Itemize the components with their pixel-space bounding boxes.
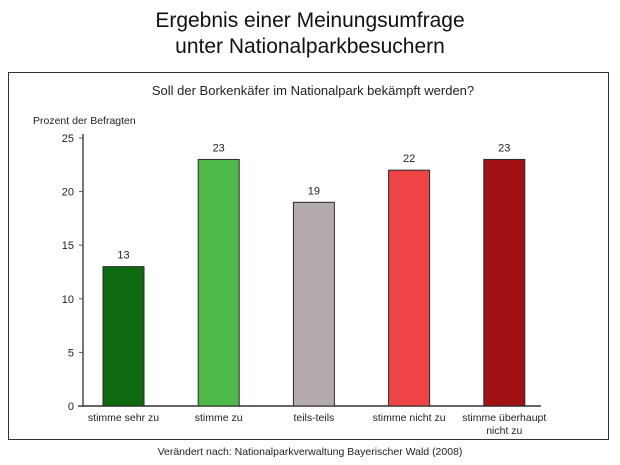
y-tick-label-0: 0 <box>68 401 74 413</box>
bar-value-label-1: 13 <box>117 250 129 262</box>
x-tick-label-2: stimme zu <box>195 412 243 424</box>
x-tick-label-1: stimme sehr zu <box>88 412 159 424</box>
bar-value-label-3: 19 <box>308 185 320 197</box>
x-tick-label-4: stimme nicht zu <box>373 412 446 424</box>
y-tick-label-15: 15 <box>62 240 74 252</box>
bar-value-label-5: 23 <box>498 142 510 154</box>
main-title-line-1: Ergebnis einer Meinungsumfrage <box>155 9 465 32</box>
y-tick-label-20: 20 <box>62 187 74 199</box>
labels: 13 stimme sehr zu 23 stimme zu 19 teils-teils… <box>88 142 546 437</box>
x-tick-label-5-line-1: stimme überhaupt <box>462 412 546 424</box>
main-title-line-2: unter Nationalparkbesuchern <box>175 35 445 58</box>
bars <box>102 158 526 407</box>
x-tick-label-5-line-2: nicht zu <box>486 425 522 437</box>
y-tick-label-25: 25 <box>62 133 74 145</box>
y-tick-label-10: 10 <box>62 294 74 306</box>
y-tick-label-5: 5 <box>68 347 74 359</box>
bar-2 <box>197 158 240 407</box>
bar-value-label-2: 23 <box>213 142 225 154</box>
chart-frame <box>8 72 609 440</box>
y-axis-label: Prozent der Befragten <box>33 115 136 127</box>
chart-title: Soll der Borkenkäfer im Nationalpark bek… <box>152 83 474 98</box>
bar-1 <box>102 266 145 407</box>
bar-4 <box>388 169 431 407</box>
bar-3 <box>292 201 335 407</box>
source-note: Verändert nach: Nationalparkverwaltung B… <box>157 446 463 458</box>
bar-5 <box>483 158 526 407</box>
main-title: Ergebnis einer Meinungsumfrage unter Nat… <box>0 8 620 60</box>
x-tick-label-3: teils-teils <box>293 412 334 424</box>
bar-value-label-4: 22 <box>403 153 415 165</box>
